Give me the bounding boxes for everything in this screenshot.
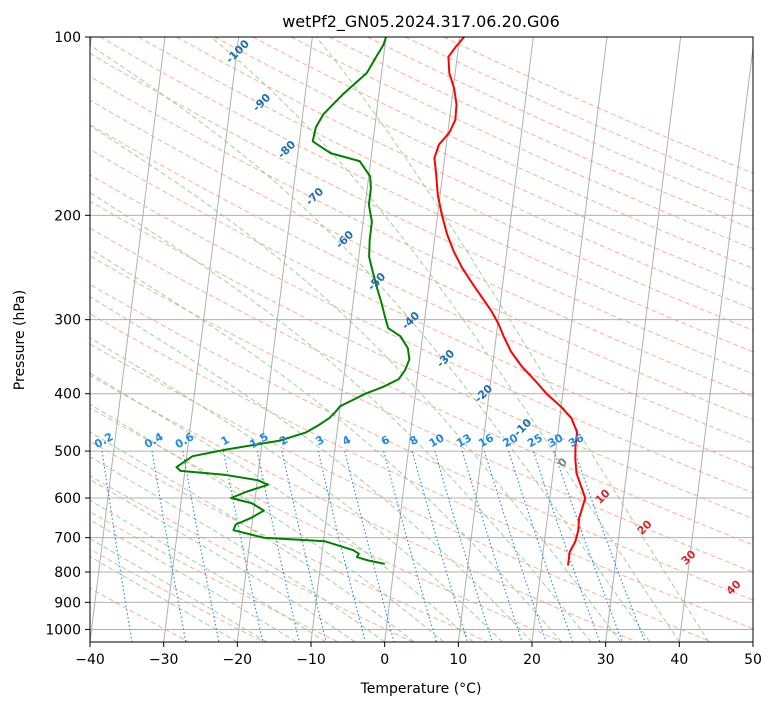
isotherm-line bbox=[163, 37, 240, 642]
y-tick-label: 600 bbox=[54, 491, 81, 507]
moist-adiabat bbox=[90, 125, 621, 642]
isotherm-line bbox=[236, 37, 313, 642]
x-tick-label: 50 bbox=[744, 652, 762, 668]
isotherm-line bbox=[531, 37, 608, 642]
y-tick-label: 1000 bbox=[45, 622, 81, 638]
moist-adiabat bbox=[90, 538, 268, 642]
isotherm-line bbox=[90, 37, 166, 642]
moist-adiabat bbox=[90, 555, 238, 642]
moist-adiabat bbox=[90, 337, 503, 642]
dry-adiabat bbox=[176, 37, 753, 310]
plot-background bbox=[90, 37, 753, 642]
x-tick-label: −30 bbox=[149, 652, 179, 668]
dry-adiabat bbox=[90, 76, 753, 398]
series-layer bbox=[175, 37, 587, 566]
dry-adiabat bbox=[90, 283, 753, 601]
moist-adiabat bbox=[90, 456, 385, 642]
isotherm-line bbox=[752, 637, 753, 642]
dry-adiabat bbox=[90, 227, 753, 546]
x-axis-label: Temperature (°C) bbox=[360, 681, 482, 697]
dry-adiabat bbox=[90, 124, 753, 445]
dry-adiabat bbox=[90, 407, 563, 642]
y-axis-label: Pressure (hPa) bbox=[12, 290, 28, 390]
mixing-ratio-line bbox=[434, 450, 493, 642]
mixing-ratio-line bbox=[483, 450, 547, 642]
mixing-ratio-line bbox=[182, 451, 220, 642]
mixing-ratio-line bbox=[256, 450, 300, 642]
moist-adiabat bbox=[90, 403, 444, 642]
x-tick-label: −20 bbox=[223, 652, 253, 668]
dewpoint-profile bbox=[175, 37, 411, 565]
moist-adiabat bbox=[90, 192, 592, 642]
mixing-ratio-line bbox=[344, 450, 395, 642]
moist-adiabat bbox=[90, 519, 297, 642]
plot-frame bbox=[89, 36, 754, 643]
axes: −40 −30 −20 −10 0 10 20 30 40 50 100 200 300 400 500 60… bbox=[45, 30, 762, 668]
y-tick-label: 100 bbox=[54, 30, 81, 46]
y-tick-label: 200 bbox=[54, 208, 81, 224]
mixing-ratio-line bbox=[281, 450, 327, 642]
chart-title: wetPf2_GN05.2024.317.06.20.G06 bbox=[282, 12, 560, 32]
x-tick-label: −40 bbox=[75, 652, 105, 668]
mixing-ratio-line bbox=[222, 450, 264, 642]
isotherm-line bbox=[384, 37, 461, 642]
x-tick-label: 10 bbox=[449, 652, 467, 668]
x-tick-label: −10 bbox=[296, 652, 326, 668]
mixing-ratio-line bbox=[461, 450, 523, 642]
y-tick-label: 700 bbox=[54, 531, 81, 547]
isotherm-line bbox=[605, 37, 682, 642]
dry-adiabat bbox=[90, 343, 712, 642]
y-tick-label: 300 bbox=[54, 313, 81, 329]
dry-adiabat bbox=[90, 587, 190, 642]
mixing-ratio-line bbox=[101, 451, 133, 642]
dry-adiabat bbox=[138, 37, 753, 331]
grid-layer bbox=[90, 37, 753, 642]
mixing-ratio-line bbox=[383, 450, 437, 642]
dry-adiabat bbox=[90, 440, 488, 642]
isotherm-line bbox=[457, 37, 534, 642]
x-tick-label: 30 bbox=[597, 652, 615, 668]
temperature-profile bbox=[433, 37, 587, 566]
moist-adiabat bbox=[90, 296, 533, 642]
x-tick-label: 20 bbox=[523, 652, 541, 668]
dry-adiabat bbox=[90, 148, 753, 469]
moist-adiabat bbox=[90, 44, 651, 642]
y-tick-label: 900 bbox=[54, 595, 81, 611]
dry-adiabat bbox=[90, 52, 753, 375]
x-tick-label: 0 bbox=[380, 652, 389, 668]
dry-adiabat bbox=[90, 511, 339, 642]
dry-adiabat bbox=[90, 313, 753, 630]
isotherm-line bbox=[678, 43, 753, 642]
moist-adiabat bbox=[316, 37, 710, 642]
mixing-ratio-line bbox=[411, 450, 469, 642]
mixing-ratio-line bbox=[508, 450, 574, 642]
moist-adiabat bbox=[90, 478, 356, 642]
moist-adiabat bbox=[90, 372, 474, 642]
y-tick-label: 500 bbox=[54, 444, 81, 460]
y-tick-label: 800 bbox=[54, 565, 81, 581]
plot-area bbox=[90, 37, 753, 642]
x-tick-label: 40 bbox=[670, 652, 688, 668]
dry-adiabat bbox=[90, 174, 753, 494]
y-tick-label: 400 bbox=[54, 387, 81, 403]
mixing-ratio-line bbox=[317, 450, 366, 642]
mixing-ratio-line bbox=[532, 450, 601, 642]
moist-adiabat bbox=[210, 37, 680, 642]
moist-adiabat bbox=[90, 248, 562, 642]
